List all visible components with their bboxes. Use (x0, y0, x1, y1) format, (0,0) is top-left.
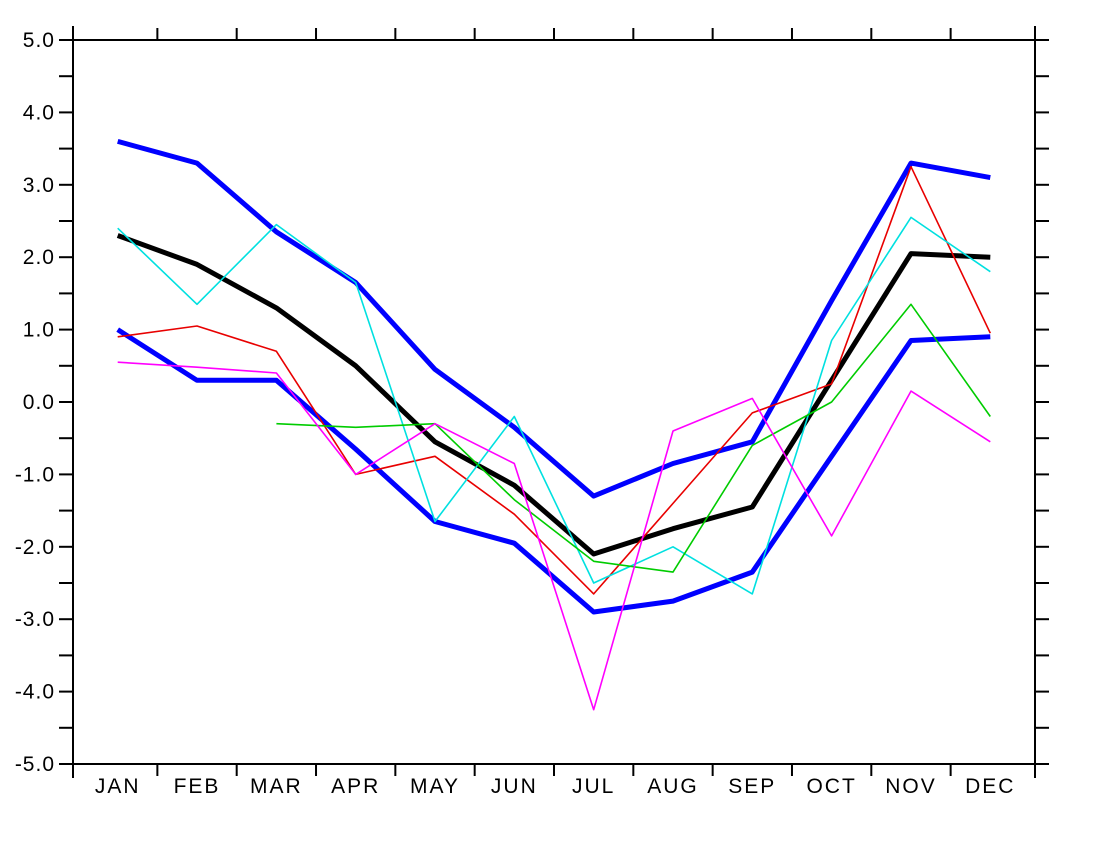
y-tick-label: 0.0 (23, 391, 55, 414)
y-tick-label: 4.0 (23, 101, 55, 124)
y-axis-ticks (59, 39, 1049, 765)
month-label: OCT (806, 775, 856, 798)
month-label: AUG (647, 775, 699, 798)
y-axis-labels: 5.0 4.0 3.0 2.0 1.0 0.0 -1.0 -2.0 -3.0 -4.0 -5.0 (15, 29, 55, 776)
y-tick-label: 5.0 (23, 29, 55, 52)
x-axis-labels: JAN FEB MAR APR MAY JUN JUL AUG SEP OCT NOV DEC (95, 775, 1015, 798)
x-axis-ticks (156, 28, 952, 776)
y-tick-label: 1.0 (23, 319, 55, 342)
series-member-red (117, 165, 992, 595)
series-member-green (276, 303, 991, 573)
series-upper-envelope-blue (117, 138, 991, 499)
month-label: NOV (885, 775, 937, 798)
series-member-magenta (117, 361, 991, 711)
month-label: APR (331, 775, 380, 798)
month-label: MAY (410, 775, 460, 798)
series-member-cyan (117, 216, 991, 595)
month-label: MAR (250, 775, 303, 798)
month-label: FEB (174, 775, 221, 798)
y-tick-label: 3.0 (23, 174, 55, 197)
month-label: JAN (95, 775, 141, 798)
y-tick-label: -3.0 (15, 608, 55, 631)
y-tick-label: -2.0 (15, 536, 55, 559)
y-tick-label: 2.0 (23, 246, 55, 269)
series-ensemble-mean-black (116, 233, 991, 557)
y-tick-label: -5.0 (15, 753, 55, 776)
series-lower-envelope-blue (116, 327, 991, 615)
month-label: JUL (572, 775, 615, 798)
month-label: JUN (491, 775, 538, 798)
y-tick-label: -4.0 (15, 681, 55, 704)
series-group (116, 138, 992, 711)
y-tick-label: -1.0 (15, 463, 55, 486)
month-label: DEC (965, 775, 1015, 798)
month-label: SEP (728, 775, 776, 798)
